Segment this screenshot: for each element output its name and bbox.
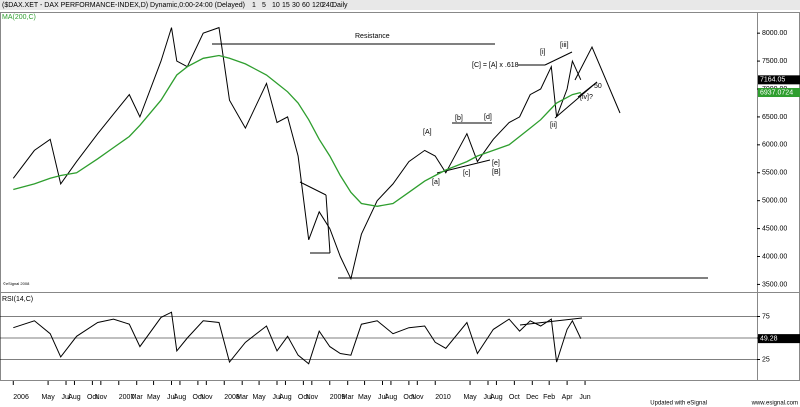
x-tick-label: Jul [167, 394, 176, 401]
last-value-badge [758, 334, 800, 344]
y-tick-label: 25 [762, 356, 770, 363]
annotation: [ii] [550, 122, 557, 129]
x-tick-label: Aug [385, 394, 398, 401]
trendline [325, 194, 331, 254]
x-tick-label: Feb [543, 394, 555, 401]
toolbar-button[interactable]: 15 [282, 2, 290, 9]
y-tick-label: 5500.00 [762, 170, 787, 177]
y-tick-label: 4000.00 [762, 253, 787, 260]
annotation: [C] = [A] x .618 [472, 62, 519, 69]
y-tick-label: 7500.00 [762, 58, 787, 65]
last-value-badge [758, 75, 800, 85]
x-tick-label: Oct [87, 394, 98, 401]
y-tick-label: 4500.00 [762, 225, 787, 232]
panel-title: RSI(14,C) [2, 296, 33, 303]
annotation: 50 [594, 83, 602, 90]
x-tick-label: Jul [484, 394, 493, 401]
price-frame [0, 12, 800, 381]
x-tick-label: Jun [579, 394, 590, 401]
toolbar-button[interactable]: 10 [272, 2, 280, 9]
x-tick-label: May [252, 394, 266, 401]
annotation: [A] [423, 129, 432, 136]
x-tick-label: Oct [403, 394, 414, 401]
footer-text: Updated with eSignal [650, 401, 707, 407]
toolbar-button[interactable]: 30 [292, 2, 300, 9]
x-tick-label: Apr [562, 394, 574, 401]
annotation: [iii] [560, 42, 569, 49]
toolbar-button[interactable]: 60 [302, 2, 310, 9]
footer-text: www.esignal.com [751, 401, 798, 407]
rsi-trendline [519, 317, 583, 326]
last-value-badge [758, 88, 800, 98]
x-tick-label: 2006 [13, 394, 29, 401]
series-line [12, 26, 582, 281]
toolbar-button[interactable]: Daily [332, 2, 348, 9]
trendlines [212, 43, 708, 326]
x-tick-label: Oct [192, 394, 203, 401]
trendline [577, 81, 598, 98]
x-tick-label: Oct [509, 394, 520, 401]
x-tick-label: Mar [342, 394, 355, 401]
legend-entry: MA(200,C) [2, 14, 36, 21]
x-tick-label: Nov [306, 394, 319, 401]
x-tick-label: May [41, 394, 55, 401]
x-tick-label: Mar [131, 394, 144, 401]
x-tick-label: Mar [236, 394, 249, 401]
annotation: [b] [455, 115, 463, 122]
x-tick-label: Nov [200, 394, 213, 401]
x-tick-label: 2007 [119, 394, 135, 401]
x-tick-label: Jul [62, 394, 71, 401]
projection [574, 45, 621, 114]
x-tick-label: Nov [411, 394, 424, 401]
toolbar-button[interactable]: 1 [252, 2, 256, 9]
toolbar-button[interactable]: 5 [262, 2, 266, 9]
trendline [436, 159, 491, 174]
x-tick-label: 2008 [224, 394, 240, 401]
x-tick-label: 2009 [330, 394, 346, 401]
trendline [544, 51, 573, 66]
series-line [13, 54, 581, 207]
y-tick-label: 6000.00 [762, 142, 787, 149]
series-line [13, 311, 582, 365]
x-tick-label: Aug [68, 394, 81, 401]
y-tick-label: 5000.00 [762, 198, 787, 205]
trendline [299, 181, 327, 196]
annotation: [a] [432, 179, 440, 186]
y-tick-label: 6500.00 [762, 114, 787, 121]
x-tick-label: May [463, 394, 477, 401]
annotation: [e] [492, 160, 500, 167]
x-tick-label: Jul [273, 394, 282, 401]
x-tick-label: Jul [378, 394, 387, 401]
x-tick-label: May [147, 394, 161, 401]
toolbar-button[interactable]: 120 [312, 2, 324, 9]
annotation: Resistance [355, 33, 390, 40]
chart-title: ($DAX.XET - DAX PERFORMANCE-INDEX,D) Dyn… [2, 2, 245, 9]
x-tick-label: Dec [526, 394, 539, 401]
y-tick-label: 75 [762, 313, 770, 320]
annotation: [d] [484, 114, 492, 121]
x-tick-label: 2010 [435, 394, 451, 401]
x-tick-label: Oct [298, 394, 309, 401]
y-tick-label: 8000.00 [762, 30, 787, 37]
last-value-label: 6937.0724 [760, 89, 793, 96]
toolbar-button[interactable]: 240 [322, 2, 334, 9]
last-value-label: 7164.05 [760, 77, 785, 84]
last-value-label: 49.28 [760, 335, 778, 342]
x-tick-label: Nov [95, 394, 108, 401]
x-tick-label: Aug [174, 394, 187, 401]
x-tick-label: Aug [490, 394, 503, 401]
x-tick-label: May [358, 394, 372, 401]
y-tick-label: 3500.00 [762, 281, 787, 288]
annotation: [B] [492, 169, 501, 176]
annotation: ©eSignal 2008 [3, 281, 30, 286]
annotation: [i] [540, 49, 546, 56]
annotation: [iv]? [580, 94, 593, 101]
x-tick-label: Aug [279, 394, 292, 401]
annotation: [c] [463, 170, 470, 177]
toolbar [0, 0, 800, 10]
